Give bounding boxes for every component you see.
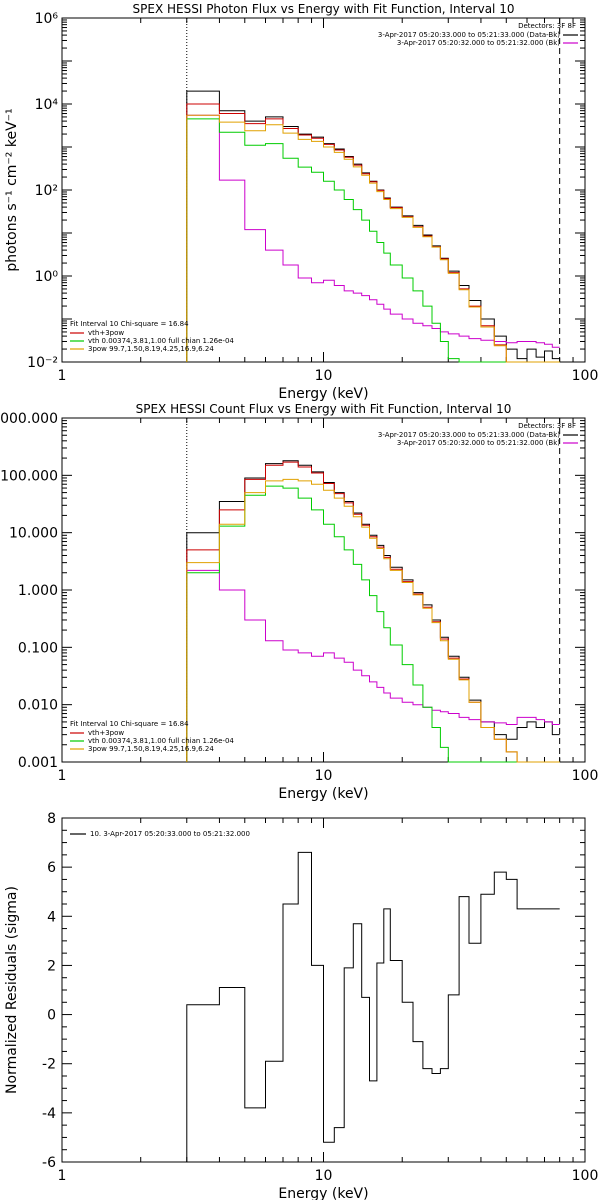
x-tick-label: 10 — [315, 768, 333, 784]
y-tick-label: 1.000 — [18, 583, 58, 599]
chart-title: SPEX HESSI Count Flux vs Energy with Fit… — [136, 402, 512, 416]
y-tick-label: 4 — [47, 909, 56, 925]
legend-label: vth+3pow — [88, 329, 124, 337]
x-axis-label: Energy (keV) — [278, 386, 368, 402]
y-tick-label: 0 — [47, 1008, 56, 1024]
chart-title: SPEX HESSI Photon Flux vs Energy with Fi… — [133, 2, 515, 16]
x-tick-label: 10 — [315, 1168, 333, 1184]
y-axis-label: Normalized Residuals (sigma) — [4, 886, 20, 1094]
series-vth — [186, 485, 560, 763]
y-tick-label: 1000.000 — [0, 411, 58, 427]
legend-label: 3-Apr-2017 05:20:32.000 to 05:21:32.000 … — [397, 39, 560, 47]
y-tick-label: 10⁻² — [27, 355, 58, 371]
y-tick-label: 2 — [47, 958, 56, 974]
y-tick-label: 8 — [47, 811, 56, 827]
legend-title: Detectors: 3F 8F — [518, 422, 576, 430]
series-3pow — [186, 478, 560, 763]
y-tick-label: -6 — [42, 1155, 56, 1171]
y-tick-label: 10² — [35, 183, 58, 199]
legend-title: Detectors: 3F 8F — [518, 22, 576, 30]
x-axis-label: Energy (keV) — [278, 786, 368, 802]
y-tick-label: 10.000 — [9, 526, 58, 542]
y-tick-label: 0.001 — [18, 755, 58, 771]
plot-frame-0 — [61, 17, 586, 363]
x-axis-label: Energy (keV) — [278, 1186, 368, 1200]
series-bk — [186, 114, 560, 362]
legend-label: 3pow 99.7,1.50,8.19,4.25,16.9,6.24 — [88, 345, 214, 353]
legend-label: vth 0.00374,3.81,1.00 full chian 1.26e-0… — [88, 337, 234, 345]
plot-frame-1 — [61, 417, 586, 763]
series-vth-3pow — [186, 461, 560, 763]
y-tick-label: 6 — [47, 860, 56, 876]
y-tick-label: 10⁶ — [35, 11, 59, 27]
x-tick-label: 1 — [58, 768, 67, 784]
y-tick-label: -2 — [42, 1057, 56, 1073]
series-vth — [186, 118, 560, 363]
x-tick-label: 10 — [315, 368, 333, 384]
x-tick-label: 1 — [58, 1168, 67, 1184]
legend-label: 10. 3-Apr-2017 05:20:33.000 to 05:21:32.… — [90, 830, 250, 838]
fit-legend-header: Fit Interval 10 Chi-square = 16.84 — [70, 320, 189, 328]
legend-label: 3-Apr-2017 05:20:32.000 to 05:21:32.000 … — [397, 439, 560, 447]
y-tick-label: -4 — [42, 1106, 56, 1122]
legend-label: 3-Apr-2017 05:20:33.000 to 05:21:33.000 … — [378, 31, 560, 39]
series-bk — [186, 569, 560, 762]
x-tick-label: 100 — [572, 1168, 599, 1184]
y-tick-label: 10⁴ — [35, 97, 59, 113]
legend-label: 3-Apr-2017 05:20:33.000 to 05:21:33.000 … — [378, 431, 560, 439]
legend-label: vth 0.00374,3.81,1.00 full chian 1.26e-0… — [88, 737, 234, 745]
x-tick-label: 100 — [572, 768, 599, 784]
series-3pow — [186, 114, 560, 363]
y-axis-label: photons s⁻¹ cm⁻² keV⁻¹ — [4, 108, 20, 271]
y-tick-label: 0.010 — [18, 698, 58, 714]
y-tick-label: 0.100 — [18, 640, 58, 656]
fit-legend-header: Fit Interval 10 Chi-square = 16.84 — [70, 720, 189, 728]
series-vth-3pow — [186, 103, 560, 363]
y-tick-label: 100.000 — [0, 468, 58, 484]
series-10- — [186, 851, 560, 1162]
legend-label: 3pow 99.7,1.50,8.19,4.25,16.9,6.24 — [88, 745, 214, 753]
x-tick-label: 100 — [572, 368, 599, 384]
series-data-bk — [186, 90, 560, 362]
x-tick-label: 1 — [58, 368, 67, 384]
legend-label: vth+3pow — [88, 729, 124, 737]
series-data-bk — [186, 460, 560, 762]
y-tick-label: 10⁰ — [35, 269, 59, 285]
